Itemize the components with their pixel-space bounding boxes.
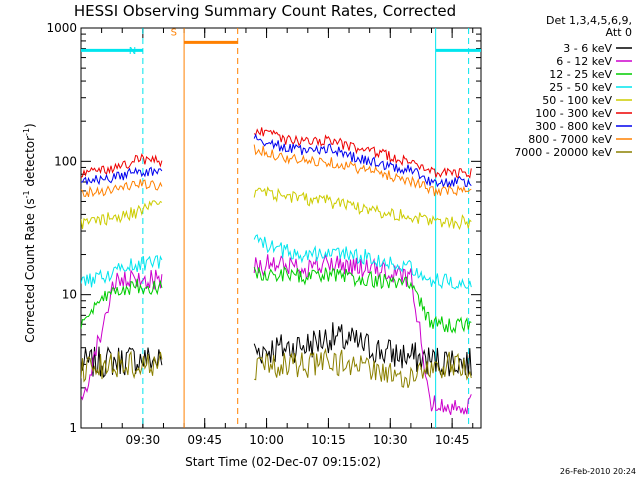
y-axis-label-part3: )	[23, 123, 37, 128]
legend-label-0: 3 - 6 keV	[563, 42, 612, 55]
y-tick-label: 1000	[46, 21, 77, 35]
series-line-3-seg0	[81, 254, 163, 288]
legend-label-7: 800 - 7000 keV	[528, 133, 612, 146]
y-axis-label-part2: detector	[23, 136, 37, 191]
legend-label-5: 100 - 300 keV	[535, 107, 612, 120]
series-line-4-seg0	[81, 200, 163, 230]
legend-label-2: 12 - 25 keV	[549, 68, 612, 81]
series-line-3-seg1	[253, 234, 472, 290]
chart-title: HESSI Observing Summary Count Rates, Cor…	[74, 2, 456, 20]
y-tick-label: 100	[54, 154, 77, 168]
x-tick-label: 10:30	[373, 433, 408, 447]
y-axis-label-sup2: -1	[22, 128, 31, 136]
annotation-s: S	[171, 27, 177, 38]
y-axis-label-part1: Corrected Count Rate (s	[23, 198, 37, 342]
series-line-6-seg1	[253, 133, 472, 188]
series-line-5-seg0	[81, 153, 163, 179]
y-axis-label: Corrected Count Rate (s-1 detector-1)	[22, 123, 37, 342]
y-tick-label: 10	[62, 288, 77, 302]
legend-label-8: 7000 - 20000 keV	[514, 146, 612, 159]
y-tick-label: 1	[69, 421, 77, 435]
legend-header-detectors: Det 1,3,4,5,6,9,	[546, 14, 632, 27]
legend-label-3: 25 - 50 keV	[549, 81, 612, 94]
series-line-2-seg0	[81, 278, 163, 329]
series-line-4-seg1	[253, 186, 472, 231]
plot-frame	[80, 27, 482, 429]
annotation-n: N	[129, 46, 136, 57]
x-tick-label: 09:45	[187, 433, 222, 447]
plot-area: 1 10 100 1000 09:30 09:45 10:00 10:15 10:30 10:45…	[46, 21, 482, 447]
series-line-7-seg0	[81, 179, 163, 198]
x-tick-label: 10:15	[311, 433, 346, 447]
legend-label-6: 300 - 800 keV	[535, 120, 612, 133]
series-line-8-seg1	[254, 347, 472, 388]
series-line-8-seg0	[81, 350, 163, 383]
legend-label-1: 6 - 12 keV	[556, 55, 612, 68]
series-layer: NS	[81, 27, 481, 428]
series-line-5-seg1	[253, 127, 472, 179]
series-line-2-seg1	[253, 266, 472, 334]
y-axis-label-sup1: -1	[22, 190, 31, 198]
series-line-7-seg1	[253, 144, 472, 197]
series-line-1-seg0	[81, 269, 163, 401]
x-axis-label: Start Time (02-Dec-07 09:15:02)	[185, 455, 381, 469]
x-tick-label: 10:45	[435, 433, 470, 447]
series-line-1-seg1	[253, 253, 472, 415]
footer-date: 26-Feb-2010 20:24	[560, 467, 636, 476]
legend-header-attenuator: Att 0	[606, 26, 632, 39]
x-tick-label: 10:00	[249, 433, 284, 447]
legend-label-4: 50 - 100 keV	[542, 94, 612, 107]
series-line-6-seg0	[81, 166, 163, 186]
x-tick-label: 09:30	[126, 433, 161, 447]
